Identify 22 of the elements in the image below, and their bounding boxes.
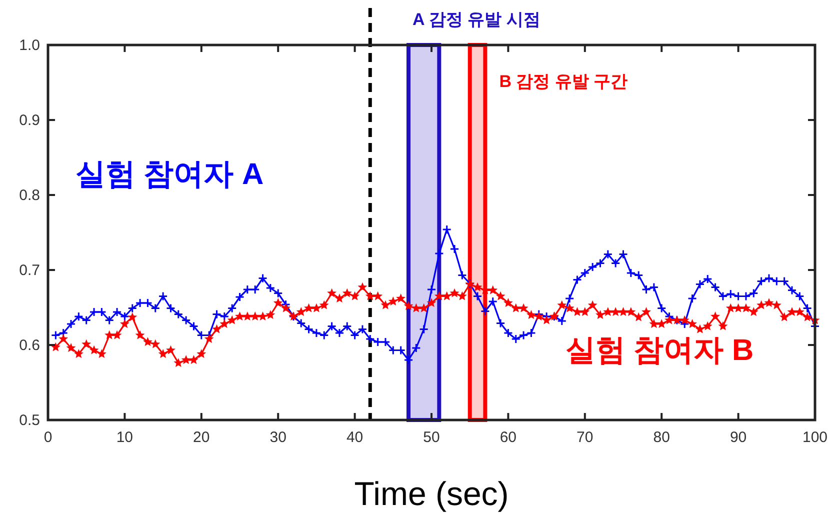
x-tick-label: 50 bbox=[423, 429, 440, 446]
y-tick-label: 1.0 bbox=[19, 37, 40, 54]
x-tick-label: 80 bbox=[653, 429, 670, 446]
x-tick-label: 60 bbox=[500, 429, 517, 446]
y-tick-label: 0.6 bbox=[19, 337, 40, 354]
x-tick-label: 30 bbox=[270, 429, 286, 446]
x-tick-label: 100 bbox=[802, 429, 828, 446]
x-tick-label: 0 bbox=[44, 429, 52, 446]
y-tick-label: 0.9 bbox=[19, 112, 40, 129]
x-tick-label: 40 bbox=[346, 429, 364, 446]
band-label: A 감정 유발 시점 bbox=[412, 10, 540, 29]
band-label: B 감정 유발 구간 bbox=[499, 72, 628, 91]
x-tick-label: 10 bbox=[116, 429, 134, 446]
y-tick-label: 0.7 bbox=[19, 262, 40, 279]
y-tick-label: 0.8 bbox=[19, 187, 40, 204]
x-tick-label: 90 bbox=[730, 429, 747, 446]
x-tick-label: 70 bbox=[576, 429, 594, 446]
x-axis-title: Time (sec) bbox=[354, 475, 509, 512]
x-tick-label: 20 bbox=[193, 429, 210, 446]
text: 실험 참여자 A bbox=[75, 158, 264, 191]
series-label: 실험 참여자 B bbox=[565, 334, 754, 367]
y-tick-label: 0.5 bbox=[19, 412, 40, 429]
